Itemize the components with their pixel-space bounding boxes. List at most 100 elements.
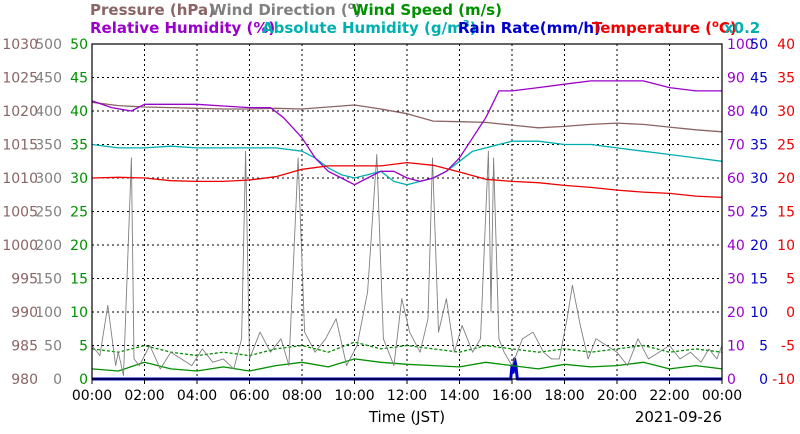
- x-tick-label: 00:00: [702, 388, 742, 404]
- rain_rate-tick-label: 35: [750, 138, 768, 154]
- wind_direction-tick-label: 450: [35, 71, 62, 87]
- pressure-tick-label: 1015: [2, 138, 38, 154]
- relative_humidity-tick-label: 40: [727, 238, 745, 254]
- rain_rate-tick-label: 30: [750, 171, 768, 187]
- relative_humidity-tick-label: 80: [727, 104, 745, 120]
- chart-legend: Pressure (hPa)Wind Direction (o)Wind Spe…: [90, 1, 760, 37]
- x-tick-label: 04:00: [177, 388, 217, 404]
- relative_humidity-tick-label: 100: [727, 37, 754, 53]
- relative_humidity-tick-label: 10: [727, 339, 745, 355]
- x-tick-label: 18:00: [544, 388, 584, 404]
- legend-entry: Wind Direction (o): [210, 1, 362, 19]
- pressure-tick-label: 1030: [2, 37, 38, 53]
- relative_humidity-tick-label: 90: [727, 71, 745, 87]
- wind_direction-tick-label: 350: [35, 138, 62, 154]
- pressure-tick-label: 990: [11, 305, 38, 321]
- series-wind-direction: [91, 150, 723, 377]
- temperature-tick-label: -5: [781, 339, 795, 355]
- legend-entry: Rain Rate(mm/h): [458, 19, 601, 37]
- rain_rate-tick-label: 15: [750, 272, 768, 288]
- x-tick-label: 02:00: [124, 388, 164, 404]
- wind_speed-tick-label: 10: [70, 305, 88, 321]
- series-absolute-humidity-x0-2: [91, 140, 723, 186]
- legend-entry: Pressure (hPa): [90, 1, 215, 19]
- wind_direction-tick-label: 250: [35, 205, 62, 221]
- pressure-tick-label: 995: [11, 272, 38, 288]
- rain_rate-tick-label: 40: [750, 104, 768, 120]
- pressure-tick-label: 1000: [2, 238, 38, 254]
- pressure-tick-label: 1010: [2, 171, 38, 187]
- series-pressure: [91, 101, 723, 133]
- series-relative-humidity: [91, 80, 722, 186]
- y-axes: 9809859909951000100510101015102010251030…: [2, 37, 795, 388]
- legend-entry: Relative Humidity (%): [90, 19, 275, 37]
- wind_direction-tick-label: 300: [35, 171, 62, 187]
- temperature-tick-label: 0: [786, 305, 795, 321]
- x-tick-label: 06:00: [229, 388, 269, 404]
- legend-entry: x0.2: [724, 19, 760, 37]
- wind_speed-tick-label: 25: [70, 205, 88, 221]
- wind_speed-tick-label: 15: [70, 272, 88, 288]
- relative_humidity-tick-label: 50: [727, 205, 745, 221]
- pressure-tick-label: 985: [11, 339, 38, 355]
- wind_direction-tick-label: 200: [35, 238, 62, 254]
- temperature-tick-label: 10: [777, 238, 795, 254]
- relative_humidity-tick-label: 60: [727, 171, 745, 187]
- relative_humidity-tick-label: 30: [727, 272, 745, 288]
- temperature-tick-label: 35: [777, 71, 795, 87]
- pressure-tick-label: 1025: [2, 71, 38, 87]
- wind_direction-tick-label: 150: [35, 272, 62, 288]
- wind_speed-tick-label: 5: [79, 339, 88, 355]
- legend-entry: Wind Speed (m/s): [352, 1, 502, 19]
- x-axis-label: Time (JST): [368, 408, 445, 426]
- wind_direction-tick-label: 0: [53, 372, 62, 388]
- rain_rate-tick-label: 45: [750, 71, 768, 87]
- wind_speed-tick-label: 0: [79, 372, 88, 388]
- relative_humidity-tick-label: 0: [727, 372, 736, 388]
- relative_humidity-tick-label: 20: [727, 305, 745, 321]
- x-tick-label: 20:00: [597, 388, 637, 404]
- rain_rate-tick-label: 0: [759, 372, 768, 388]
- x-axis: 00:00 02:00 04:00 06:00 08:00 10:00 12:00 14:00…: [72, 379, 742, 404]
- wind_direction-tick-label: 500: [35, 37, 62, 53]
- temperature-tick-label: 30: [777, 104, 795, 120]
- series-wind-speed-max: [91, 341, 723, 357]
- date-label: 2021-09-26: [635, 408, 722, 426]
- wind_speed-tick-label: 50: [70, 37, 88, 53]
- wind_direction-tick-label: 50: [44, 339, 62, 355]
- temperature-tick-label: 25: [777, 138, 795, 154]
- pressure-tick-label: 1005: [2, 205, 38, 221]
- x-tick-label: 16:00: [492, 388, 532, 404]
- series-wind-speed: [91, 358, 723, 372]
- relative_humidity-tick-label: 70: [727, 138, 745, 154]
- x-tick-label: 12:00: [387, 388, 427, 404]
- rain_rate-tick-label: 20: [750, 238, 768, 254]
- temperature-tick-label: 5: [786, 272, 795, 288]
- pressure-tick-label: 980: [11, 372, 38, 388]
- temperature-tick-label: 15: [777, 205, 795, 221]
- x-tick-label: 10:00: [334, 388, 374, 404]
- series-temperature: [91, 161, 723, 199]
- wind_direction-tick-label: 100: [35, 305, 62, 321]
- wind_direction-tick-label: 400: [35, 104, 62, 120]
- wind_speed-tick-label: 40: [70, 104, 88, 120]
- pressure-tick-label: 1020: [2, 104, 38, 120]
- rain_rate-tick-label: 25: [750, 205, 768, 221]
- chart-grid: [92, 44, 722, 379]
- temperature-tick-label: 20: [777, 171, 795, 187]
- x-tick-label: 22:00: [649, 388, 689, 404]
- wind_speed-tick-label: 45: [70, 71, 88, 87]
- wind_speed-tick-label: 35: [70, 138, 88, 154]
- x-tick-label: 14:00: [439, 388, 479, 404]
- rain_rate-tick-label: 10: [750, 305, 768, 321]
- legend-entry: Absolute Humidity (g/m3): [262, 19, 477, 37]
- x-tick-label: 08:00: [282, 388, 322, 404]
- temperature-tick-label: -10: [772, 372, 795, 388]
- wind_speed-tick-label: 30: [70, 171, 88, 187]
- rain_rate-tick-label: 50: [750, 37, 768, 53]
- legend-entry: Temperature (oC): [592, 19, 737, 37]
- rain_rate-tick-label: 5: [759, 339, 768, 355]
- wind_speed-tick-label: 20: [70, 238, 88, 254]
- chart-series: [91, 80, 723, 381]
